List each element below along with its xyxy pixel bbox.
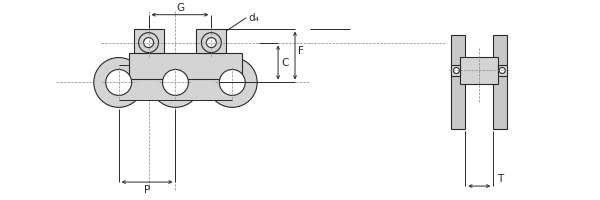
Circle shape (220, 69, 245, 95)
Bar (196, 29, 226, 53)
Bar (134, 29, 164, 53)
Bar (128, 53, 242, 79)
Text: F: F (298, 46, 304, 56)
Text: T: T (497, 174, 503, 184)
Bar (119, 65, 175, 100)
Circle shape (163, 69, 188, 95)
Circle shape (454, 68, 460, 73)
Circle shape (106, 69, 131, 95)
Circle shape (139, 33, 158, 53)
Bar (175, 65, 232, 100)
Circle shape (202, 33, 221, 53)
Text: C: C (281, 58, 289, 68)
Text: d₄: d₄ (248, 13, 259, 23)
Bar (498, 65, 507, 76)
Circle shape (94, 58, 143, 107)
Text: P: P (144, 185, 150, 195)
Bar (460, 57, 498, 84)
Bar (451, 35, 466, 129)
Circle shape (151, 58, 200, 107)
Circle shape (499, 68, 505, 73)
Circle shape (206, 38, 217, 48)
Circle shape (143, 38, 154, 48)
Circle shape (208, 58, 257, 107)
Text: G: G (176, 3, 184, 13)
Bar (451, 65, 460, 76)
Bar (493, 35, 507, 129)
